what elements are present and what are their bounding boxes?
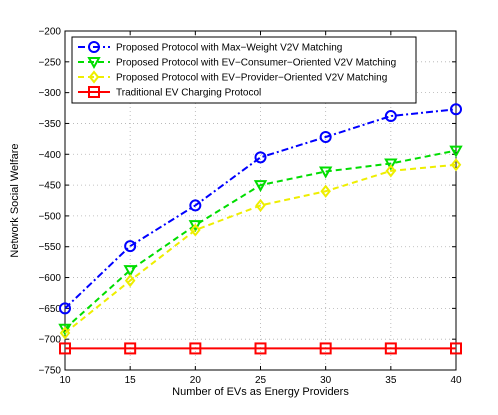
y-tick-label: −750 [38,366,61,377]
data-point [59,342,71,355]
y-tick-label: −200 [38,27,61,38]
legend-entry: Traditional EV Charging Protocol [78,86,261,99]
y-tick-label: −250 [38,57,61,68]
y-tick-label: −350 [38,119,61,130]
data-point [188,220,203,233]
data-point [450,103,462,116]
series-1 [59,103,462,315]
legend-entry: Proposed Protocol with EV−Provider−Orien… [78,70,387,84]
data-point [384,110,397,123]
y-tick-label: −500 [38,211,61,222]
y-tick-label: −700 [38,335,61,346]
data-point [124,274,136,288]
data-point [58,323,72,336]
axis-ticks: 10 15 20 25 30 35 40 −200 −250 −300 −350 −400 −450 −5… [38,27,462,387]
x-tick-label: 35 [385,375,397,386]
x-tick-label: 15 [125,375,137,386]
x-tick-label: 20 [190,375,202,386]
legend-label: Proposed Protocol with Max−Weight V2V Ma… [116,43,342,54]
y-tick-label: −600 [38,273,61,284]
y-axis-label: Network Social Welfare [9,143,21,257]
data-point [189,199,202,212]
x-tick-label: 25 [255,375,267,386]
data-point [255,198,266,213]
data-point [88,70,100,84]
series-line [64,108,457,310]
legend-label: Traditional EV Charging Protocol [116,88,261,99]
data-point [123,265,137,278]
data-point [384,342,397,355]
data-point [450,342,462,355]
data-point [254,342,267,355]
series-2 [58,145,463,336]
data-point [59,302,71,315]
series-line [64,163,457,334]
data-point [449,145,463,158]
data-point [319,342,332,355]
series-layer [58,103,463,355]
data-point [254,151,267,164]
data-point [124,342,137,355]
data-point [190,223,201,237]
y-tick-label: −400 [38,150,61,161]
series-line [64,149,457,330]
legend-entry: Proposed Protocol with Max−Weight V2V Ma… [78,41,342,54]
data-point [320,184,331,198]
series-3 [59,158,462,340]
data-point [88,86,100,98]
data-point [318,166,333,179]
legend: Proposed Protocol with Max−Weight V2V Ma… [71,36,417,104]
y-tick-label: −550 [38,242,61,253]
data-point [88,41,100,53]
data-point [385,164,397,178]
data-point [450,158,462,172]
legend-label: Proposed Protocol with EV−Provider−Orien… [116,73,387,84]
x-tick-label: 40 [450,375,462,386]
legend-entry: Proposed Protocol with EV−Consumer−Orien… [78,57,396,70]
data-point [124,240,137,253]
legend-box [71,36,417,104]
y-tick-label: −450 [38,181,61,192]
data-point [87,57,101,70]
data-point [253,180,268,193]
legend-label: Proposed Protocol with EV−Consumer−Orien… [116,58,396,69]
data-point [59,326,71,340]
data-point [319,131,332,144]
x-axis-label: Number of EVs as Energy Providers [172,386,349,398]
y-tick-label: −300 [38,88,61,99]
data-point [189,342,202,355]
series-4 [59,342,462,355]
data-point [384,158,398,171]
x-tick-label: 10 [59,375,71,386]
x-tick-label: 30 [320,375,332,386]
y-tick-label: −650 [38,304,61,315]
